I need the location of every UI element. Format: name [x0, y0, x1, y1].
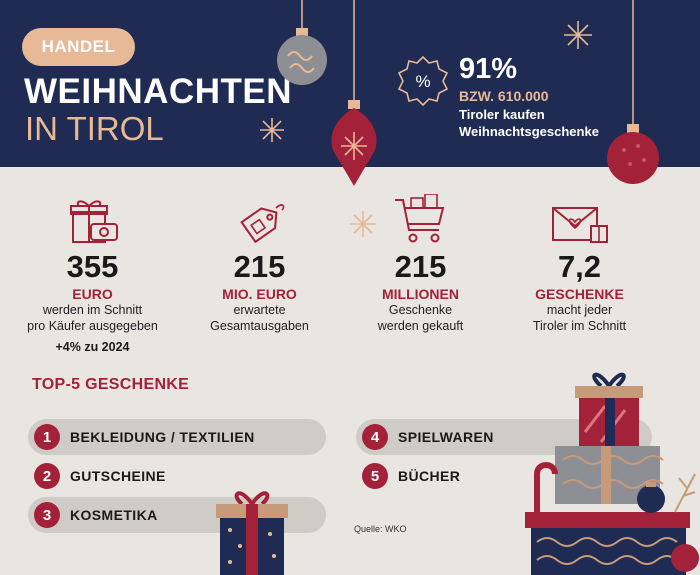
price-tag-icon	[172, 196, 347, 246]
percent-description: Tiroler kaufen Weihnachtsgeschenke	[459, 106, 629, 140]
list-item-label: KOSMETIKA	[70, 507, 158, 523]
rank-badge: 3	[34, 502, 60, 528]
list-item-label: SPIELWAREN	[398, 429, 494, 445]
stat-value: 355	[5, 250, 180, 284]
rank-badge: 2	[34, 463, 60, 489]
percent-subvalue: BZW. 610.000	[459, 88, 549, 104]
rank-badge: 4	[362, 424, 388, 450]
source-note: Quelle: WKO	[354, 524, 407, 534]
list-item-label: GUTSCHEINE	[70, 468, 166, 484]
stat-description: werden gekauft	[333, 318, 508, 334]
stat-total-spend: 215 MIO. EURO erwartete Gesamtausgaben	[172, 196, 347, 334]
list-item: 1 BEKLEIDUNG / TEXTILIEN	[28, 419, 326, 455]
page-subtitle: IN TIROL	[25, 110, 164, 148]
category-badge: HANDEL	[22, 28, 135, 66]
stat-unit: EURO	[5, 286, 180, 302]
stat-value: 7,2	[492, 250, 667, 284]
list-item-label: BEKLEIDUNG / TEXTILIEN	[70, 429, 255, 445]
stat-avg-spend: 355 EURO werden im Schnitt pro Käufer au…	[5, 196, 180, 354]
stat-description: Tiroler im Schnitt	[492, 318, 667, 334]
stat-unit: MILLIONEN	[333, 286, 508, 302]
stat-unit: GESCHENKE	[492, 286, 667, 302]
stat-change: +4% zu 2024	[5, 340, 180, 354]
page-title: WEIHNACHTEN	[24, 72, 292, 112]
snowflake-icon	[259, 117, 285, 143]
stat-description: pro Käufer ausgegeben	[5, 318, 180, 334]
list-item: 2 GUTSCHEINE	[28, 458, 228, 494]
shopping-cart-icon	[333, 196, 508, 246]
top5-title: TOP-5 GESCHENKE	[32, 376, 189, 394]
snowflake-icon	[563, 20, 593, 50]
stat-gift-count: 215 MILLIONEN Geschenke werden gekauft	[333, 196, 508, 334]
gift-box-icon	[212, 480, 292, 575]
rank-badge: 5	[362, 463, 388, 489]
gift-stack-icon	[515, 362, 700, 575]
ornament-red-right-icon	[604, 0, 662, 190]
stat-description: werden im Schnitt	[5, 302, 180, 318]
stat-description: Geschenke	[333, 302, 508, 318]
ornament-grey-icon	[272, 0, 332, 90]
list-item-label: BÜCHER	[398, 468, 460, 484]
stat-description: erwartete	[172, 302, 347, 318]
stat-unit: MIO. EURO	[172, 286, 347, 302]
ornament-red-icon	[326, 0, 382, 190]
percent-badge-icon: %	[397, 55, 449, 107]
stat-description: macht jeder	[492, 302, 667, 318]
envelope-gift-icon	[492, 196, 667, 246]
stat-gifts-per-person: 7,2 GESCHENKE macht jeder Tiroler im Sch…	[492, 196, 667, 334]
stat-value: 215	[172, 250, 347, 284]
stat-description: Gesamtausgaben	[172, 318, 347, 334]
stat-value: 215	[333, 250, 508, 284]
rank-badge: 1	[34, 424, 60, 450]
header-banner: HANDEL WEIHNACHTEN IN TIROL % 91%	[0, 0, 700, 167]
gift-voucher-icon	[5, 196, 180, 246]
svg-text:%: %	[415, 72, 430, 91]
percent-value: 91%	[459, 53, 517, 86]
